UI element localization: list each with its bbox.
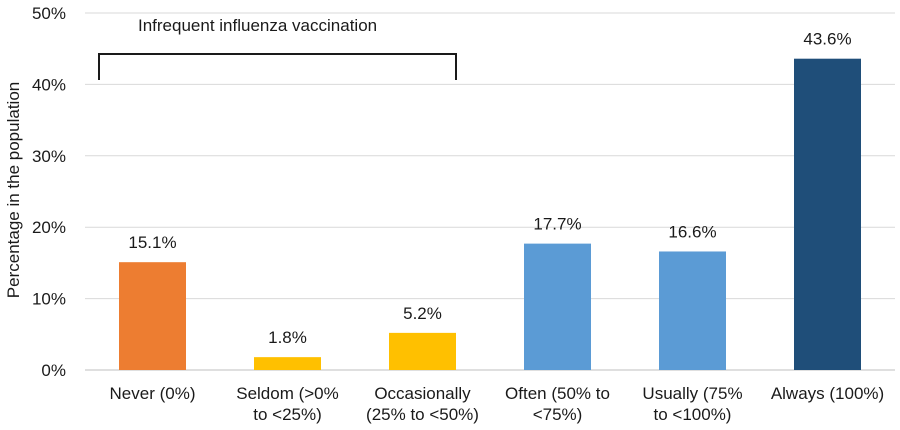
annotation-label: Infrequent influenza vaccination <box>138 16 377 35</box>
annotation-bracket-group: Infrequent influenza vaccination <box>98 16 457 80</box>
category-label: Usually (75% <box>642 384 742 403</box>
category-label: Often (50% to <box>505 384 610 403</box>
category-label: Never (0%) <box>110 384 196 403</box>
bar <box>119 262 186 370</box>
y-axis-label: Percentage in the population <box>4 82 23 298</box>
bar <box>254 357 321 370</box>
bar <box>524 243 591 370</box>
bar <box>794 58 861 371</box>
data-label: 43.6% <box>803 30 851 49</box>
category-label: Always (100%) <box>771 384 884 403</box>
category-label: to <100%) <box>654 405 732 424</box>
category-label: to <25%) <box>253 405 322 424</box>
annotation-bracket <box>98 53 457 80</box>
y-tick-label: 40% <box>32 75 66 94</box>
data-label: 15.1% <box>128 233 176 252</box>
y-tick-label: 30% <box>32 147 66 166</box>
y-axis-ticks: 0% 10% 20% 30% 40% 50% <box>32 4 66 380</box>
category-label: Seldom (>0% <box>236 384 339 403</box>
data-labels: 15.1% 1.8% 5.2% 17.7% 16.6% 43.6% <box>128 30 851 347</box>
y-tick-label: 0% <box>41 361 66 380</box>
data-label: 16.6% <box>668 222 716 241</box>
category-label: (25% to <50%) <box>366 405 479 424</box>
y-tick-label: 20% <box>32 218 66 237</box>
category-label: Occasionally <box>374 384 471 403</box>
category-label: <75%) <box>533 405 583 424</box>
x-axis-categories: Never (0%) Seldom (>0% to <25%) Occasionall… <box>110 384 885 424</box>
data-label: 1.8% <box>268 328 307 347</box>
data-label: 17.7% <box>533 215 581 234</box>
data-label: 5.2% <box>403 304 442 323</box>
bar <box>389 332 456 370</box>
gridlines <box>85 12 895 371</box>
bars <box>119 58 861 371</box>
y-tick-label: 50% <box>32 4 66 23</box>
bar <box>659 251 726 370</box>
y-tick-label: 10% <box>32 290 66 309</box>
